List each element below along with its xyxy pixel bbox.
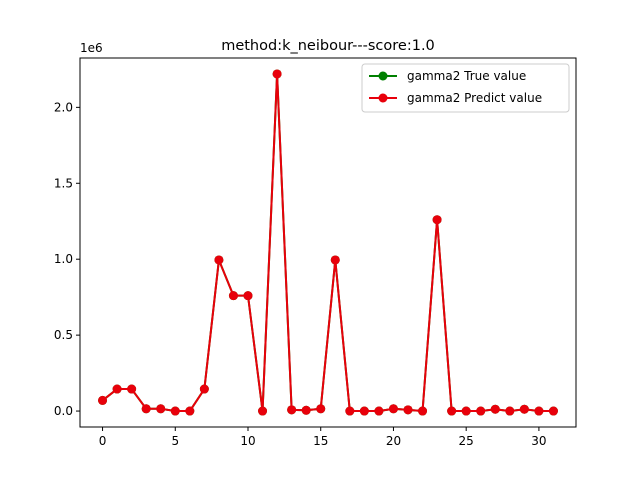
data-point [490,404,500,414]
y-axis-scale-label: 1e6 [80,41,103,55]
data-point [301,405,311,415]
data-point [345,406,355,416]
data-point [432,215,442,225]
data-point [548,406,558,416]
data-point [461,406,471,416]
data-point [170,406,180,416]
data-point [287,405,297,415]
plot-frame [79,57,577,428]
data-point [505,406,515,416]
y-tick-label: 1.5 [54,176,73,190]
data-point [127,384,137,394]
data-point [447,406,457,416]
data-point [228,291,238,301]
x-tick-label: 10 [240,434,255,448]
data-point [98,395,108,405]
x-tick-label: 25 [459,434,474,448]
data-point [199,384,209,394]
data-point [388,404,398,414]
x-tick-label: 20 [386,434,401,448]
data-point [243,291,253,301]
data-point [156,404,166,414]
data-point [112,384,122,394]
data-point [185,406,195,416]
data-point [519,404,529,414]
legend-label: gamma2 Predict value [407,91,542,105]
legend-marker [378,93,388,103]
data-point [476,406,486,416]
legend: gamma2 True value gamma2 Predict value [361,63,570,113]
series-predict-value [98,69,558,416]
legend-item: gamma2 True value [369,69,526,83]
data-point [316,404,326,414]
legend-label: gamma2 True value [407,69,526,83]
chart-title: method:k_neibour---score:1.0 [221,38,435,54]
plot-area [98,69,558,416]
data-point [418,406,428,416]
y-axis: 0.0 0.5 1.0 1.5 2.0 [54,100,80,418]
data-point [359,406,369,416]
data-point [272,69,282,79]
data-point [374,406,384,416]
x-tick-label: 5 [171,434,179,448]
x-tick-label: 15 [313,434,328,448]
x-tick-label: 0 [99,434,107,448]
x-axis: 0 5 10 15 20 25 30 [99,427,547,448]
data-point [214,255,224,265]
data-point [258,406,268,416]
y-tick-label: 0.0 [54,404,73,418]
legend-box [361,63,570,113]
data-point [403,405,413,415]
data-point [534,406,544,416]
y-tick-label: 1.0 [54,252,73,266]
x-tick-label: 30 [531,434,546,448]
y-tick-label: 0.5 [54,328,73,342]
y-tick-label: 2.0 [54,100,73,114]
data-point [141,404,151,414]
data-point [330,255,340,265]
legend-item: gamma2 Predict value [369,91,542,105]
legend-marker [378,71,388,81]
